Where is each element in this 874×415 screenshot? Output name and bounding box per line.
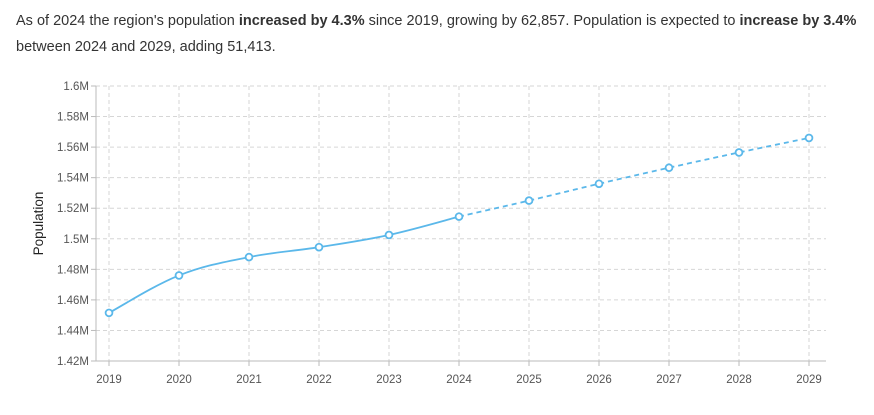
y-tick-label: 1.58M	[57, 112, 89, 124]
data-point[interactable]	[104, 308, 114, 318]
y-tick-label: 1.6M	[63, 81, 89, 93]
summary-highlight-past-growth: increased by 4.3%	[238, 13, 365, 29]
y-tick-label: 1.5M	[63, 234, 89, 246]
data-point[interactable]	[524, 196, 534, 205]
y-tick-label: 1.44M	[57, 325, 89, 337]
forecast-series-line	[458, 137, 810, 218]
x-tick-label: 2023	[376, 374, 402, 386]
population-summary: As of 2024 the region's population incre…	[16, 8, 866, 60]
x-tick-label: 2019	[96, 374, 122, 386]
x-tick-label: 2020	[166, 374, 192, 386]
x-tick-label: 2026	[586, 374, 612, 386]
data-point[interactable]	[594, 179, 604, 189]
axes: 1.42M 1.44M 1.46M 1.48M 1.5M 1.52M 1.54M 1.56M 1…	[57, 81, 826, 386]
x-tick-label: 2021	[236, 374, 262, 386]
x-tick-label: 2025	[516, 374, 542, 386]
data-point[interactable]	[174, 271, 184, 280]
series	[108, 137, 810, 314]
actual-series-line	[108, 215, 460, 314]
data-point[interactable]	[314, 242, 324, 252]
x-tick-label: 2028	[726, 374, 752, 386]
y-tick-label: 1.42M	[57, 356, 89, 368]
data-point[interactable]	[384, 230, 394, 240]
data-point[interactable]	[664, 163, 674, 173]
summary-highlight-forecast-growth: increase by 3.4%	[739, 13, 857, 29]
data-point[interactable]	[734, 148, 744, 157]
x-tick-label: 2029	[796, 374, 822, 386]
summary-text-3: between 2024 and 2029, adding 51,413.	[16, 39, 276, 55]
grid-lines	[96, 85, 826, 361]
y-tick-label: 1.54M	[57, 173, 89, 185]
x-tick-label: 2024	[446, 374, 472, 386]
y-tick-label: 1.48M	[57, 264, 89, 276]
y-axis-title: Population	[31, 192, 46, 256]
y-tick-label: 1.56M	[57, 142, 89, 154]
y-tick-label: 1.52M	[57, 203, 89, 215]
data-point[interactable]	[244, 252, 254, 262]
y-tick-label: 1.46M	[57, 295, 89, 307]
data-point[interactable]	[454, 212, 464, 221]
x-tick-label: 2022	[306, 374, 332, 386]
x-tick-label: 2027	[656, 374, 682, 386]
data-point[interactable]	[804, 133, 814, 143]
summary-text-2: since 2019, growing by 62,857. Populatio…	[364, 13, 740, 29]
data-points	[104, 133, 814, 318]
summary-text-1: As of 2024 the region's population	[16, 13, 239, 29]
